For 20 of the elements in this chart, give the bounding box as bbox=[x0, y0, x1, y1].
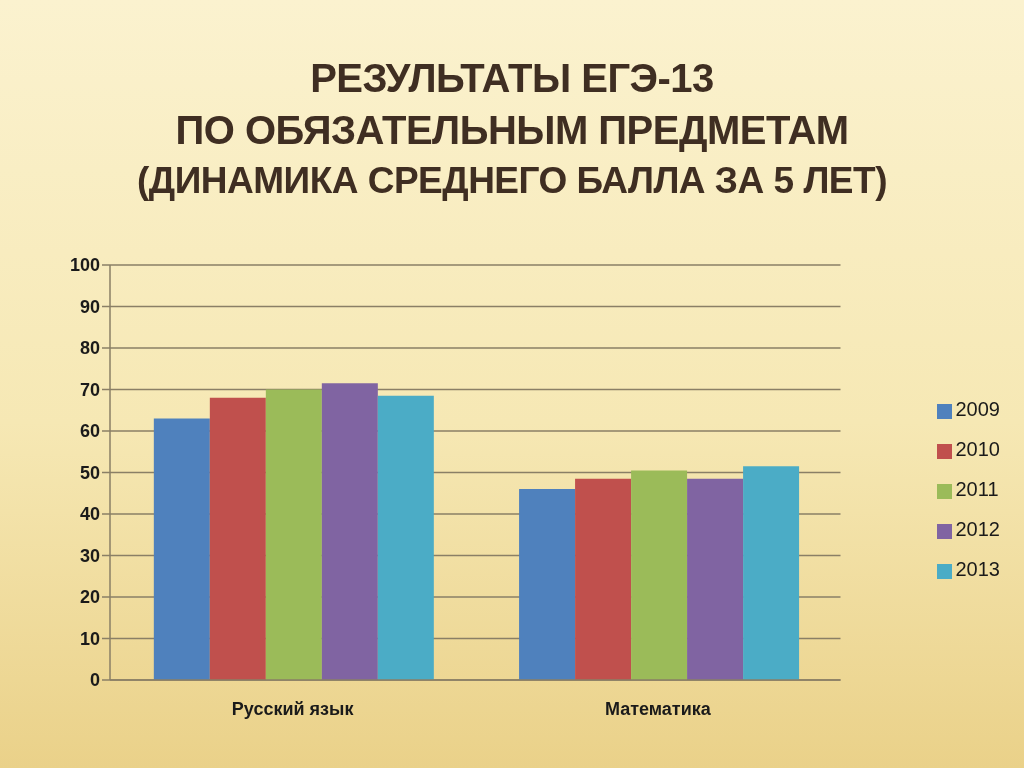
y-tick-label: 50 bbox=[79, 462, 100, 483]
legend-label: 2012 bbox=[955, 518, 1000, 540]
y-tick-label: 0 bbox=[89, 670, 100, 691]
legend-label: 2010 bbox=[955, 438, 1000, 460]
y-tick-label: 40 bbox=[79, 504, 100, 525]
y-tick-label: 80 bbox=[79, 338, 100, 359]
chart-title: РЕЗУЛЬТАТЫ ЕГЭ-13 ПО ОБЯЗАТЕЛЬНЫМ ПРЕДМЕТАМ bbox=[174, 55, 850, 154]
y-tick-label: 90 bbox=[79, 296, 100, 317]
x-tick-label: Русский язык bbox=[231, 698, 355, 719]
chart-subtitle: (ДИНАМИКА СРЕДНЕГО БАЛЛА ЗА 5 ЛЕТ) bbox=[136, 159, 888, 203]
y-tick-label: 20 bbox=[79, 587, 100, 608]
y-tick-label: 70 bbox=[79, 379, 100, 400]
y-tick-label: 10 bbox=[79, 628, 100, 649]
y-tick-label: 100 bbox=[69, 255, 100, 276]
y-tick-label: 60 bbox=[79, 421, 100, 442]
y-tick-label: 30 bbox=[79, 545, 100, 566]
x-tick-label: Математика bbox=[604, 698, 712, 719]
legend-label: 2013 bbox=[955, 558, 1000, 580]
legend-label: 2009 bbox=[955, 398, 1000, 420]
legend-label: 2011 bbox=[955, 478, 999, 500]
